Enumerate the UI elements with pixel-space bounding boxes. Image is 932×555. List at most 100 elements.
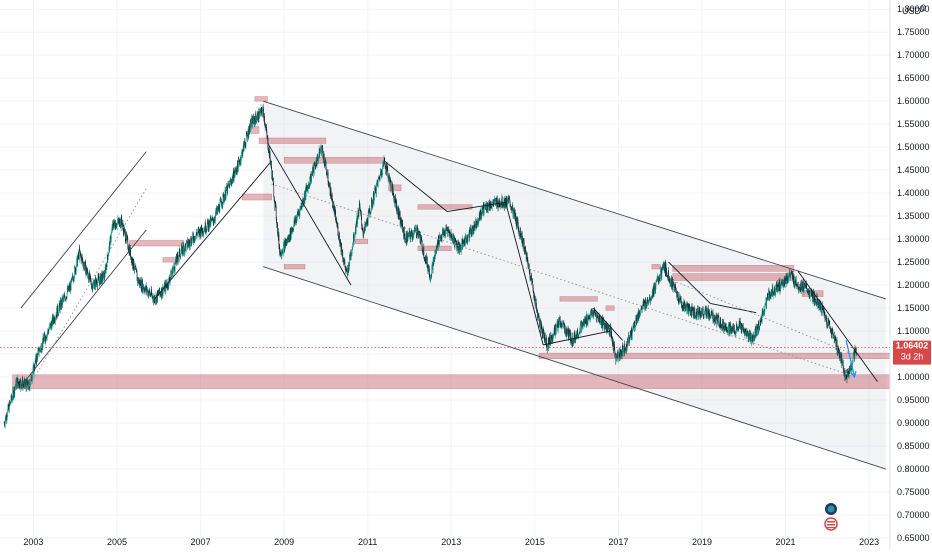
candle-body xyxy=(251,119,252,124)
price-zone[interactable] xyxy=(560,297,598,302)
candle-body xyxy=(7,410,8,417)
candle-body xyxy=(276,219,277,223)
candle-body xyxy=(174,265,175,268)
candle-body xyxy=(359,210,360,216)
price-zone[interactable] xyxy=(255,97,268,102)
candle-body xyxy=(810,292,811,298)
price-zone[interactable] xyxy=(13,375,890,389)
candle-body xyxy=(422,241,423,251)
candle-body xyxy=(357,220,358,224)
candle-body xyxy=(540,320,541,325)
price-zone[interactable] xyxy=(539,353,890,359)
candle-body xyxy=(753,336,754,343)
candle-body xyxy=(273,185,274,197)
candle-body xyxy=(672,281,673,287)
candle-body xyxy=(783,279,784,286)
candle-body xyxy=(76,266,77,271)
candle-body xyxy=(363,230,364,234)
candle-body xyxy=(706,308,707,312)
candle-body xyxy=(558,321,559,325)
candle-body xyxy=(18,378,19,382)
candle-body xyxy=(305,193,306,200)
price-zone[interactable] xyxy=(673,265,794,271)
candle-body xyxy=(136,269,137,272)
candle-body xyxy=(681,298,682,301)
price-zone[interactable] xyxy=(652,264,660,269)
candle-body xyxy=(284,241,285,252)
candle-body xyxy=(60,303,61,311)
candle-body xyxy=(384,160,385,164)
candle-body xyxy=(387,164,388,168)
candle-body xyxy=(237,162,238,167)
candle-body xyxy=(623,349,624,350)
candle-body xyxy=(800,287,801,288)
candle-body xyxy=(703,307,704,315)
price-zone[interactable] xyxy=(130,240,184,246)
candle-body xyxy=(843,369,844,371)
candle-body xyxy=(483,206,484,214)
candle-body xyxy=(316,161,317,166)
candle-body xyxy=(581,322,582,332)
candle-body xyxy=(180,253,181,257)
candle-body xyxy=(695,309,696,316)
candle-body xyxy=(690,309,691,313)
candle-body xyxy=(419,232,420,237)
candle-body xyxy=(371,200,372,210)
price-zone[interactable] xyxy=(284,264,305,269)
candle-body xyxy=(30,386,31,389)
candle-body xyxy=(263,109,264,115)
candle-body xyxy=(39,352,40,354)
candle-body xyxy=(534,296,535,303)
candle-body xyxy=(108,256,109,260)
candle-body xyxy=(401,218,402,224)
candle-body xyxy=(390,180,391,181)
candle-body xyxy=(208,220,209,223)
candle-body xyxy=(363,233,364,238)
candle-body xyxy=(829,324,830,328)
candle-body xyxy=(751,336,752,344)
candle-body xyxy=(345,261,346,265)
candle-body xyxy=(95,280,96,286)
candle-body xyxy=(424,247,425,258)
candle-body xyxy=(338,226,339,235)
candle-body xyxy=(332,195,333,199)
price-zone[interactable] xyxy=(389,185,402,191)
candle-body xyxy=(479,213,480,218)
candle-body xyxy=(262,111,263,115)
candle-body xyxy=(79,248,80,252)
candle-body xyxy=(693,307,694,317)
candle-body xyxy=(203,231,204,234)
candle-body xyxy=(563,321,564,324)
candle-body xyxy=(382,166,383,172)
candle-body xyxy=(258,113,259,121)
candle-body xyxy=(417,228,418,234)
price-zone[interactable] xyxy=(673,274,794,281)
candle-body xyxy=(545,339,546,343)
candle-body xyxy=(102,278,103,280)
candle-body xyxy=(468,234,469,239)
candle-body xyxy=(796,279,797,285)
candle-body xyxy=(264,116,265,123)
candle-body xyxy=(213,217,214,220)
candle-body xyxy=(762,311,763,321)
price-zone[interactable] xyxy=(259,138,326,144)
candle-body xyxy=(308,185,309,192)
candle-body xyxy=(554,329,555,334)
price-zone[interactable] xyxy=(606,306,614,311)
price-zone[interactable] xyxy=(284,157,384,163)
candle-body xyxy=(648,300,649,303)
candle-body xyxy=(766,300,767,306)
price-zone[interactable] xyxy=(242,194,271,200)
candle-body xyxy=(37,354,38,362)
candle-body xyxy=(376,184,377,194)
candle-body xyxy=(713,321,714,322)
candle-body xyxy=(723,320,724,326)
candle-body xyxy=(734,326,735,333)
candle-body xyxy=(638,312,639,316)
candle-body xyxy=(74,267,75,277)
price-zone[interactable] xyxy=(355,239,368,244)
candle-body xyxy=(16,380,17,387)
candle-body xyxy=(29,382,30,387)
